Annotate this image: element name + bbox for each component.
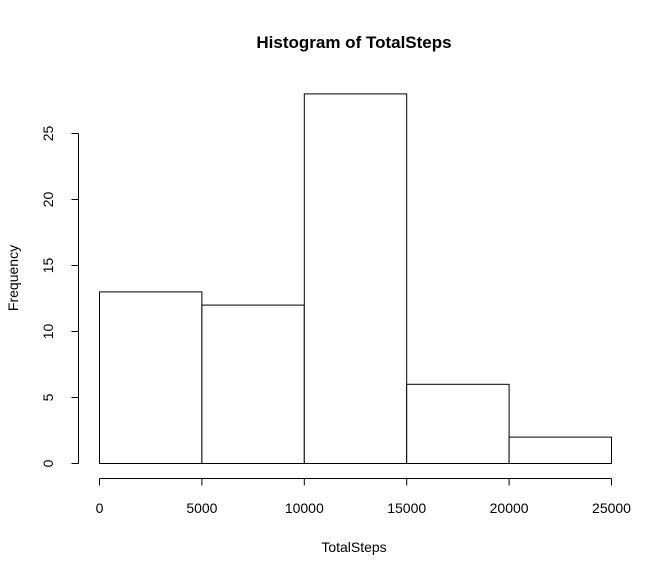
y-tick-label-4: 20 xyxy=(40,192,56,208)
x-axis: 0 5000 10000 15000 20000 25000 xyxy=(96,478,631,516)
x-tick-label-2: 10000 xyxy=(285,500,324,516)
histogram-bar-4 xyxy=(508,436,613,465)
bars-group xyxy=(99,93,613,465)
x-axis-label: TotalSteps xyxy=(321,539,386,555)
y-tick-label-1: 5 xyxy=(40,393,56,401)
y-axis: 0 5 10 15 20 25 xyxy=(40,126,79,467)
histogram-bar-2 xyxy=(303,93,408,465)
y-axis-label: Frequency xyxy=(5,245,21,311)
y-tick-label-0: 0 xyxy=(40,459,56,467)
x-tick-label-3: 15000 xyxy=(387,500,426,516)
y-tick-label-3: 15 xyxy=(40,258,56,274)
histogram-bar-3 xyxy=(406,383,510,464)
x-tick-label-4: 20000 xyxy=(490,500,529,516)
histogram-bar-0 xyxy=(99,291,203,464)
chart-title: Histogram of TotalSteps xyxy=(256,33,451,52)
x-tick-label-1: 5000 xyxy=(186,500,217,516)
histogram-bar-1 xyxy=(201,304,305,464)
y-tick-label-2: 10 xyxy=(40,324,56,340)
y-tick-label-5: 25 xyxy=(40,126,56,142)
x-tick-label-5: 25000 xyxy=(592,500,631,516)
x-tick-label-0: 0 xyxy=(96,500,104,516)
